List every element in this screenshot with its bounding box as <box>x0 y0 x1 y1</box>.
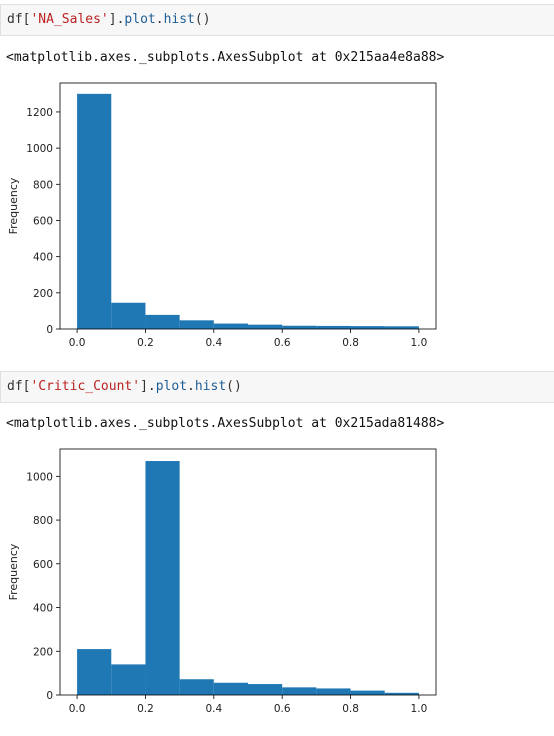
code-token: () <box>194 12 211 27</box>
x-tick-label: 0.0 <box>69 337 86 349</box>
y-tick-label: 600 <box>33 215 53 227</box>
x-tick-label: 0.8 <box>342 703 359 715</box>
code-string: 'Critic_Count' <box>30 379 141 394</box>
y-tick-label: 1200 <box>26 107 53 119</box>
histogram-bar <box>111 302 146 329</box>
histogram-bar <box>111 664 146 695</box>
y-tick-label: 400 <box>33 252 53 264</box>
histogram-bar <box>248 324 283 329</box>
y-tick-label: 1000 <box>26 471 53 483</box>
y-tick-label: 200 <box>33 646 53 658</box>
code-cell-1[interactable]: df['NA_Sales'].plot.hist() <box>0 4 554 36</box>
x-tick-label: 0.6 <box>274 337 291 349</box>
x-tick-label: 0.8 <box>342 337 359 349</box>
histogram-bar <box>77 93 112 330</box>
cell-output-text: <matplotlib.axes._subplots.AxesSubplot a… <box>6 416 445 431</box>
histogram-bar <box>145 461 180 695</box>
y-tick-label: 600 <box>33 559 53 571</box>
histogram-na-sales: 0.0 0.2 0.4 0.6 0.8 1.0 0 200 400 600 800 1000 1200 F… <box>7 82 437 349</box>
code-attribute: plot <box>155 379 188 394</box>
histogram-bar <box>384 692 419 695</box>
x-tick-label: 0.4 <box>205 703 222 715</box>
code-attribute: hist <box>194 379 227 394</box>
x-tick-label: 0.6 <box>274 703 291 715</box>
histogram-bar <box>316 688 351 695</box>
y-axis-label: Frequency <box>7 543 20 600</box>
x-tick-label: 0.2 <box>137 703 154 715</box>
histogram-bar <box>316 325 351 329</box>
code-string: 'NA_Sales' <box>30 12 109 27</box>
histogram-bar <box>350 326 385 329</box>
code-token: df[ <box>7 12 31 27</box>
plot-frame <box>59 448 437 696</box>
code-attribute: plot <box>124 12 156 27</box>
histogram-bar <box>384 326 419 329</box>
y-tick-label: 1000 <box>26 143 53 155</box>
y-tick-label: 400 <box>33 603 53 615</box>
x-tick-label: 0.2 <box>137 337 154 349</box>
histogram-bar <box>248 684 283 695</box>
plot-frame <box>59 82 437 330</box>
histogram-bar <box>77 649 112 695</box>
y-tick-label: 0 <box>46 324 53 336</box>
code-line[interactable]: df['NA_Sales'].plot.hist() <box>7 12 211 27</box>
code-token: () <box>226 379 242 394</box>
histogram-bar <box>350 690 385 695</box>
x-tick-label: 1.0 <box>411 703 428 715</box>
code-token: ]. <box>108 12 125 27</box>
cell-output-text: <matplotlib.axes._subplots.AxesSubplot a… <box>6 50 445 65</box>
y-tick-label: 800 <box>33 515 53 527</box>
histogram-bar <box>282 325 317 329</box>
histogram-bar <box>282 687 317 695</box>
x-tick-label: 0.0 <box>69 703 86 715</box>
y-tick-label: 0 <box>46 690 53 702</box>
x-tick-label: 0.4 <box>205 337 222 349</box>
code-token: df[ <box>7 379 31 394</box>
histogram-bar <box>213 682 248 695</box>
code-line[interactable]: df['Critic_Count'].plot.hist() <box>7 379 242 394</box>
y-tick-label: 200 <box>33 288 53 300</box>
code-token: . <box>155 12 164 27</box>
code-token: . <box>187 379 195 394</box>
histogram-bar <box>179 679 214 695</box>
histogram-bar <box>213 323 248 329</box>
code-token: ]. <box>140 379 156 394</box>
code-cell-2[interactable]: df['Critic_Count'].plot.hist() <box>0 371 554 403</box>
histogram-bar <box>179 320 214 329</box>
histogram-critic-count: 0.0 0.2 0.4 0.6 0.8 1.0 0 200 400 600 800 1000 Frequ… <box>7 448 437 715</box>
histogram-bar <box>145 314 180 329</box>
code-attribute: hist <box>163 12 195 27</box>
x-tick-label: 1.0 <box>411 337 428 349</box>
y-axis-label: Frequency <box>7 177 20 234</box>
y-tick-label: 800 <box>33 179 53 191</box>
